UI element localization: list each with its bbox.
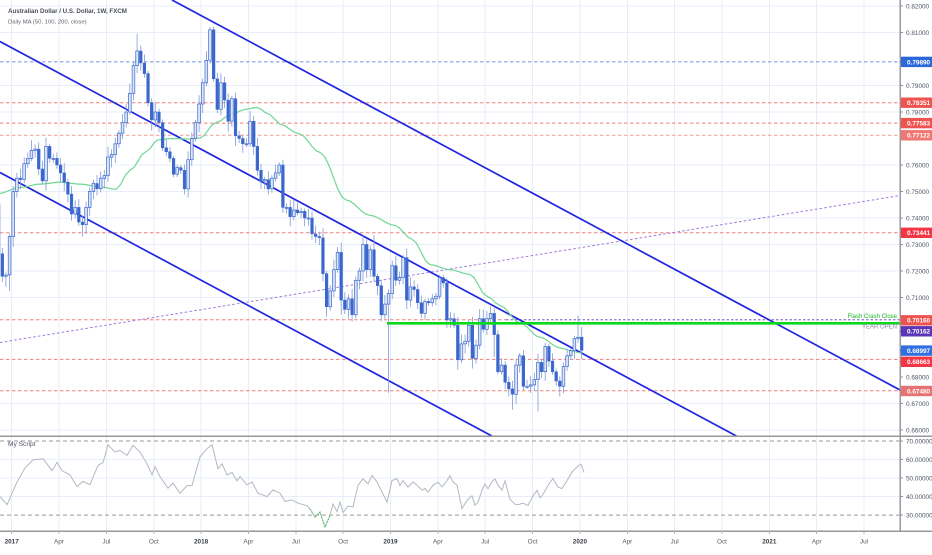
- svg-text:Jul: Jul: [481, 539, 489, 546]
- svg-text:Apr: Apr: [54, 539, 65, 546]
- svg-text:Oct: Oct: [528, 539, 538, 546]
- svg-text:Jul: Jul: [292, 539, 300, 546]
- svg-text:70.00000: 70.00000: [906, 438, 932, 445]
- svg-text:50.00000: 50.00000: [906, 475, 932, 482]
- svg-text:2021: 2021: [762, 539, 777, 546]
- svg-text:60.00000: 60.00000: [906, 457, 932, 464]
- svg-text:0.81000: 0.81000: [906, 30, 930, 37]
- svg-text:YEAR OPEN: YEAR OPEN: [862, 325, 897, 331]
- svg-text:Australian Dollar / U.S. Dolla: Australian Dollar / U.S. Dollar, 1W, FXC…: [8, 8, 127, 15]
- svg-text:Oct: Oct: [338, 539, 348, 546]
- svg-text:0.78000: 0.78000: [906, 109, 930, 116]
- svg-text:0.79000: 0.79000: [906, 83, 930, 90]
- svg-text:0.73441: 0.73441: [907, 230, 931, 237]
- svg-text:2018: 2018: [194, 539, 209, 546]
- svg-text:0.66000: 0.66000: [906, 427, 930, 434]
- svg-text:0.67000: 0.67000: [906, 401, 930, 408]
- svg-text:0.71000: 0.71000: [906, 295, 930, 302]
- svg-text:Apr: Apr: [433, 539, 444, 546]
- svg-text:Daily MA (50, 100, 200, close): Daily MA (50, 100, 200, close): [8, 20, 87, 26]
- svg-text:Jul: Jul: [102, 539, 110, 546]
- svg-text:0.77122: 0.77122: [907, 133, 931, 140]
- svg-text:0.70162: 0.70162: [907, 329, 931, 336]
- svg-text:My Script: My Script: [8, 441, 36, 448]
- svg-text:0.67480: 0.67480: [907, 388, 931, 395]
- svg-text:0.79890: 0.79890: [907, 59, 931, 66]
- svg-text:2020: 2020: [573, 539, 588, 546]
- svg-text:0.77583: 0.77583: [907, 121, 931, 128]
- svg-text:0.70160: 0.70160: [907, 318, 931, 325]
- svg-text:30.00000: 30.00000: [906, 512, 932, 519]
- svg-text:2017: 2017: [5, 539, 20, 546]
- svg-text:0.82000: 0.82000: [906, 3, 930, 10]
- svg-text:40.00000: 40.00000: [906, 494, 932, 501]
- svg-text:2019: 2019: [383, 539, 398, 546]
- svg-text:Apr: Apr: [622, 539, 633, 546]
- svg-text:0.76000: 0.76000: [906, 162, 930, 169]
- svg-text:0.78351: 0.78351: [907, 100, 931, 107]
- svg-text:Flash Crash Close: Flash Crash Close: [848, 314, 898, 320]
- svg-text:Oct: Oct: [149, 539, 159, 546]
- svg-text:Jul: Jul: [671, 539, 679, 546]
- svg-text:0.73000: 0.73000: [906, 242, 930, 249]
- svg-text:0.74000: 0.74000: [906, 215, 930, 222]
- svg-text:0.68997: 0.68997: [907, 348, 931, 355]
- svg-text:0.68663: 0.68663: [907, 359, 931, 366]
- svg-text:0.75000: 0.75000: [906, 189, 930, 196]
- svg-text:Apr: Apr: [243, 539, 254, 546]
- svg-text:0.72000: 0.72000: [906, 268, 930, 275]
- svg-text:Oct: Oct: [717, 539, 727, 546]
- svg-text:Apr: Apr: [812, 539, 823, 546]
- svg-text:Jul: Jul: [860, 539, 868, 546]
- svg-text:0.68000: 0.68000: [906, 374, 930, 381]
